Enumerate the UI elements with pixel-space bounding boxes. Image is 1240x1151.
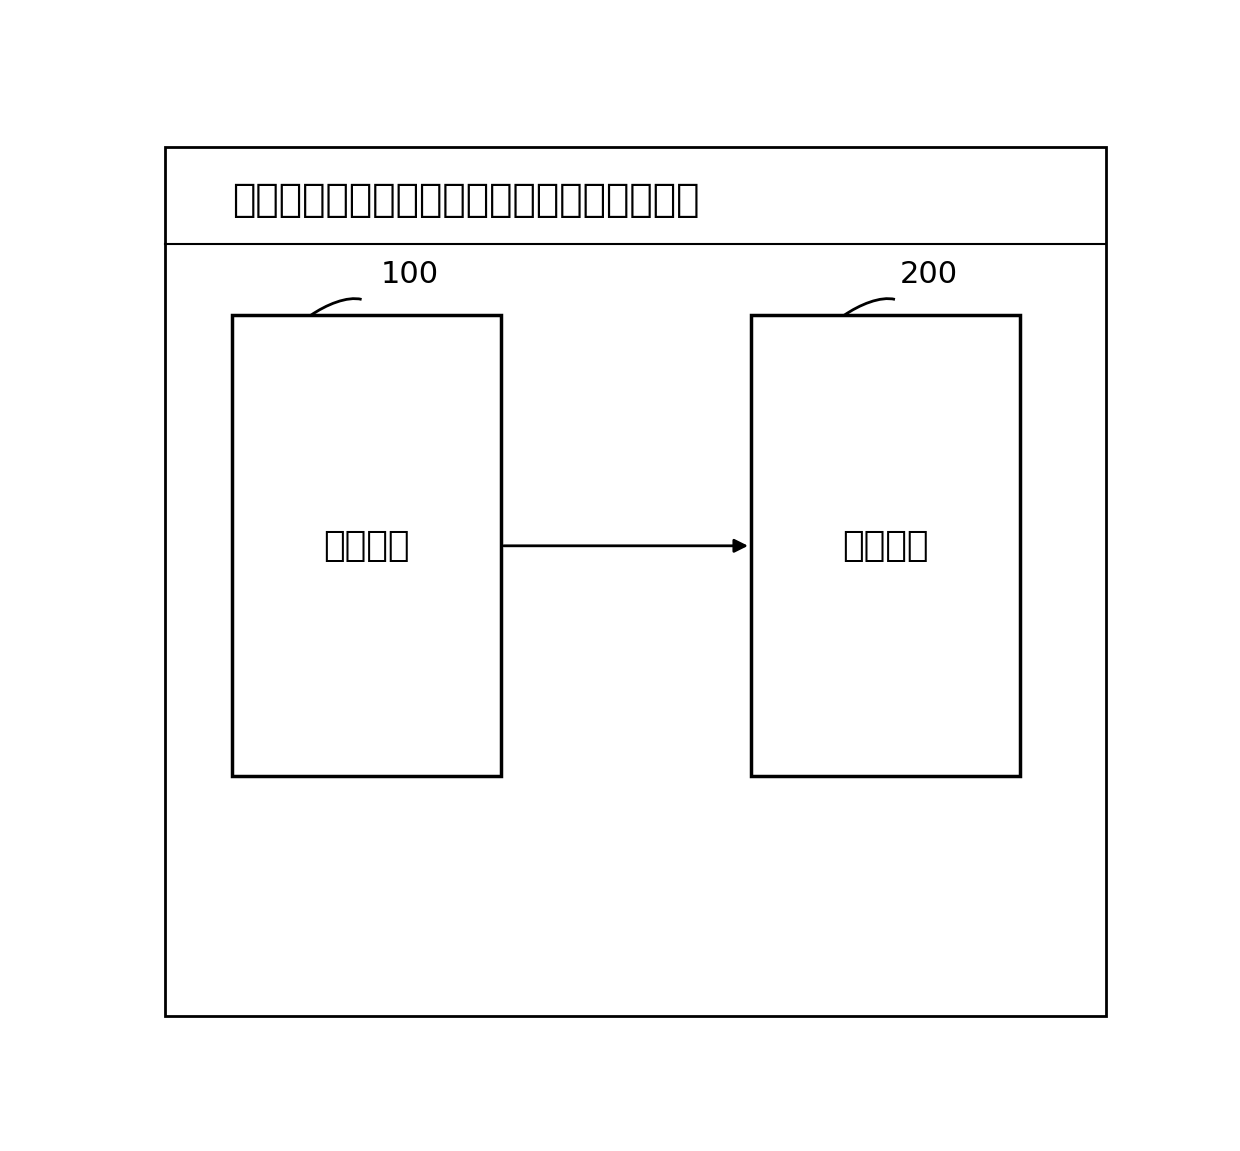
Text: 200: 200 (900, 260, 957, 289)
FancyBboxPatch shape (232, 315, 501, 776)
Text: 传感器组: 传感器组 (324, 528, 409, 563)
Text: 主控制器: 主控制器 (842, 528, 929, 563)
FancyBboxPatch shape (751, 315, 1019, 776)
FancyBboxPatch shape (165, 147, 1106, 1015)
Text: 风力发电机组叶片气动平衡监测和自调整系统: 风力发电机组叶片气动平衡监测和自调整系统 (232, 181, 699, 219)
Text: 100: 100 (381, 260, 439, 289)
